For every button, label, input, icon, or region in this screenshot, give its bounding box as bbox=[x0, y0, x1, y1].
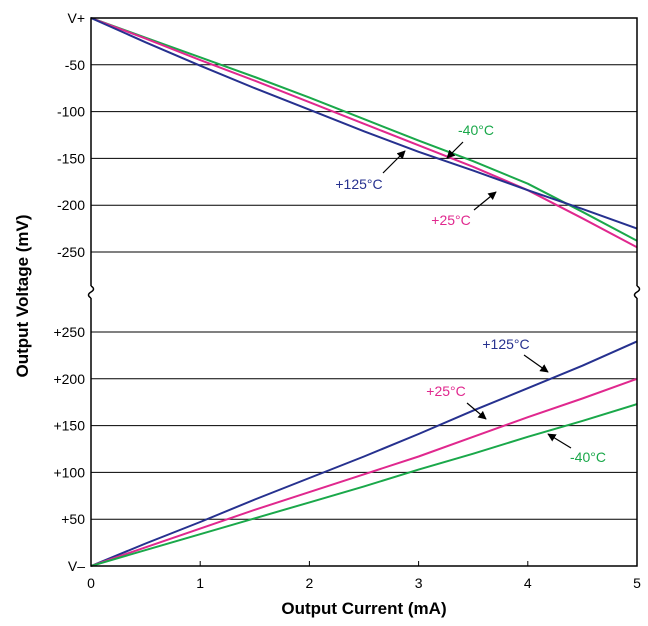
x-tick-label: 5 bbox=[633, 575, 641, 591]
y-tick-label-top: -50 bbox=[65, 57, 85, 73]
annotation-arrow-top bbox=[382, 150, 406, 174]
y-tick-label-top: -250 bbox=[57, 244, 85, 260]
axis-break-mark bbox=[633, 285, 641, 299]
series-annotation-top: -40°C bbox=[458, 122, 494, 138]
plot-frame bbox=[90, 17, 638, 567]
annotation-arrow-bottom bbox=[547, 433, 572, 449]
axis-break-mark bbox=[87, 285, 95, 299]
x-tick-label: 0 bbox=[87, 575, 95, 591]
x-tick-label: 2 bbox=[306, 575, 314, 591]
y-tick-label-bottom: +200 bbox=[53, 371, 85, 387]
y-tick-label-bottom: V– bbox=[68, 558, 85, 574]
annotation-layer: -40°C +125°C +25°C +125°C +25°C -40°C bbox=[335, 122, 606, 465]
series-layer bbox=[90, 17, 638, 567]
x-tick-label: 3 bbox=[415, 575, 423, 591]
annotation-arrow-bottom bbox=[466, 402, 487, 420]
y-tick-label-bottom: +50 bbox=[61, 511, 85, 527]
series-annotation-bottom: +125°C bbox=[482, 336, 529, 352]
x-tick-label: 1 bbox=[196, 575, 204, 591]
y-tick-label-bottom: +150 bbox=[53, 418, 85, 434]
y-tick-label-top: -100 bbox=[57, 104, 85, 120]
series-annotation-bottom: +25°C bbox=[426, 383, 465, 399]
y-tick-label-bottom: +250 bbox=[53, 324, 85, 340]
y-tick-label-bottom: +100 bbox=[53, 464, 85, 480]
y-axis-title: Output Voltage (mV) bbox=[13, 214, 32, 377]
y-tick-label-top: -200 bbox=[57, 197, 85, 213]
x-axis-title: Output Current (mA) bbox=[281, 599, 446, 618]
series-annotation-top: +25°C bbox=[431, 212, 470, 228]
axis-layer: V+ -50 -100 -150 -200 -250 V– +50 +100 +150 +200 +2… bbox=[53, 10, 641, 591]
series-line-top bbox=[90, 17, 638, 249]
y-tick-label-top: -150 bbox=[57, 150, 85, 166]
annotation-arrow-top bbox=[473, 191, 497, 211]
series-line-top bbox=[90, 17, 638, 242]
series-line-bottom bbox=[90, 403, 638, 567]
annotation-arrow-top bbox=[446, 141, 464, 159]
annotation-arrow-bottom bbox=[523, 354, 549, 373]
series-line-bottom bbox=[90, 377, 638, 567]
series-annotation-top: +125°C bbox=[335, 176, 382, 192]
series-annotation-bottom: -40°C bbox=[570, 449, 606, 465]
grid-layer bbox=[91, 64, 637, 520]
y-tick-label-top: V+ bbox=[67, 10, 85, 26]
series-line-top bbox=[90, 17, 638, 230]
series-line-bottom bbox=[90, 340, 638, 567]
x-tick-label: 4 bbox=[524, 575, 532, 591]
